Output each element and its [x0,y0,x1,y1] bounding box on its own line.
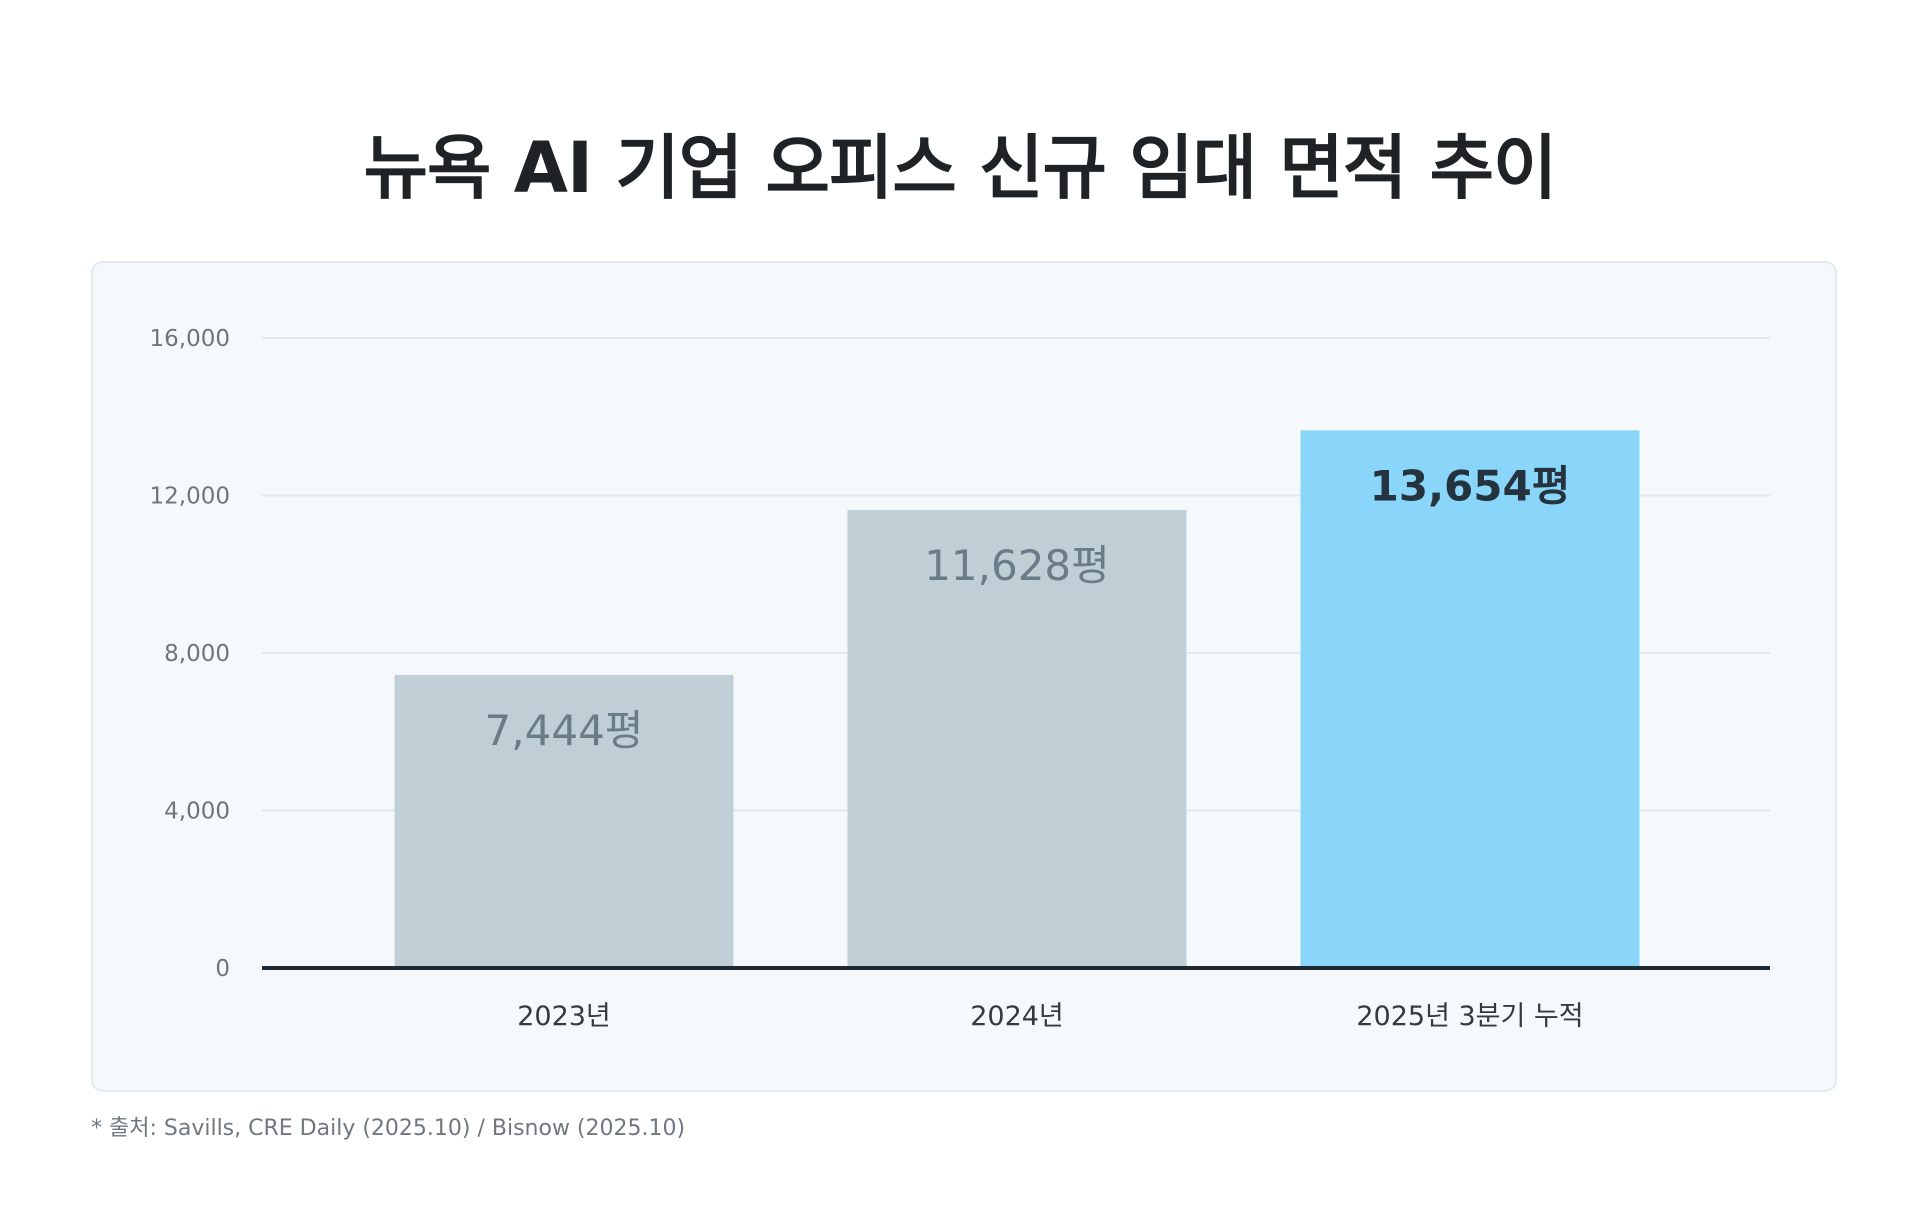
data-label: 11,628평 [924,541,1110,590]
chart-title: 뉴욕 AI 기업 오피스 신규 임대 면적 추이 [363,127,1558,209]
y-tick-label: 8,000 [164,641,230,667]
y-tick-label: 0 [215,956,230,982]
source-note: * 출처: Savills, CRE Daily (2025.10) / Bis… [91,1116,686,1141]
x-category-label: 2023년 [517,1001,611,1032]
y-tick-label: 16,000 [150,326,230,352]
x-category-label: 2024년 [970,1001,1064,1032]
y-tick-label: 12,000 [150,484,230,510]
bar [394,674,734,968]
data-label: 7,444평 [485,706,644,755]
bar [1300,430,1640,968]
y-tick-label: 4,000 [164,799,230,825]
data-label: 13,654평 [1370,461,1571,510]
bar [847,510,1187,968]
x-category-label: 2025년 3분기 누적 [1356,1001,1583,1032]
